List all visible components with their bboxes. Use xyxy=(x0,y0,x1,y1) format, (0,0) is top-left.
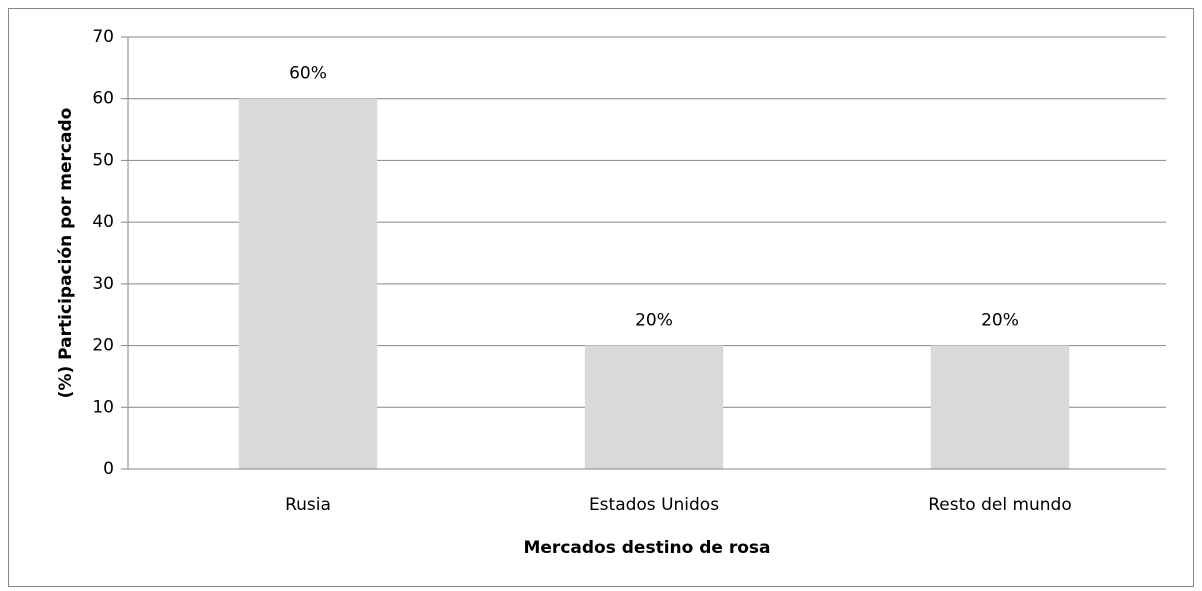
x-tick-label: Resto del mundo xyxy=(928,495,1072,515)
data-label: 20% xyxy=(635,311,673,331)
y-tick-label: 20 xyxy=(92,336,114,356)
bar xyxy=(930,345,1070,469)
y-tick-label: 40 xyxy=(92,212,114,232)
y-tick-label: 60 xyxy=(92,89,114,109)
y-axis-label: (%) Participación por mercado xyxy=(56,108,76,399)
bar xyxy=(584,345,724,469)
bar xyxy=(238,98,378,469)
y-tick-label: 10 xyxy=(92,397,114,417)
x-axis-label: Mercados destino de rosa xyxy=(523,538,770,558)
y-tick-label: 0 xyxy=(103,459,114,479)
y-tick-label: 30 xyxy=(92,274,114,294)
data-label: 20% xyxy=(981,311,1019,331)
data-label: 60% xyxy=(289,64,327,84)
y-tick-label: 70 xyxy=(92,27,114,47)
chart-border xyxy=(8,8,1194,587)
x-tick-label: Estados Unidos xyxy=(589,495,719,515)
y-tick-label: 50 xyxy=(92,150,114,170)
x-tick-label: Rusia xyxy=(285,495,331,515)
